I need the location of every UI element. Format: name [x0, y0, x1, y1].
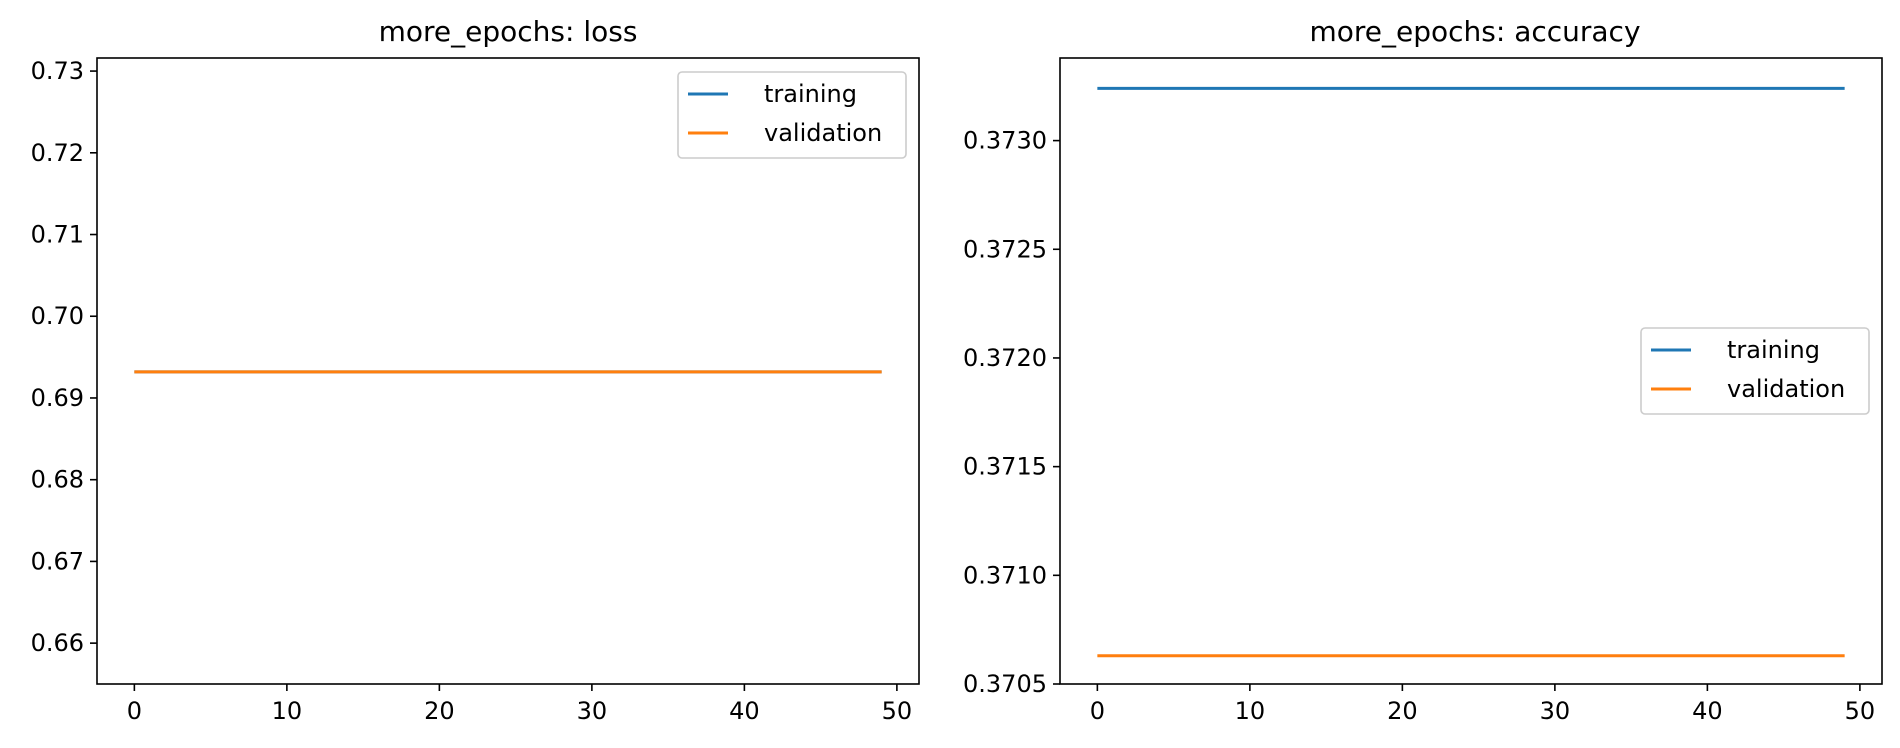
loss-y-tick-label: 0.67	[31, 547, 84, 575]
loss-plot-area: 0 10 20 30 40 50 0.66 0.67 0.68 0.69 0.70 0.71 0.72 0…	[31, 57, 920, 725]
accuracy-legend: training validation	[1640, 327, 1870, 415]
accuracy-x-tick-label: 0	[1090, 697, 1105, 725]
accuracy-y-tick-label: 0.3715	[963, 453, 1047, 481]
loss-y-tick-label: 0.73	[31, 57, 84, 85]
loss-y-tick-label: 0.68	[31, 466, 84, 494]
loss-y-tick-label: 0.70	[31, 302, 84, 330]
accuracy-y-tick-label: 0.3730	[963, 127, 1047, 155]
loss-legend-box	[677, 71, 907, 159]
loss-x-tick-label: 40	[729, 697, 760, 725]
loss-x-tick-label: 20	[424, 697, 455, 725]
accuracy-x-tick-label: 40	[1692, 697, 1723, 725]
accuracy-plot-area: 0 10 20 30 40 50 0.3705 0.3710 0.3715 0.3720 0.372…	[963, 57, 1883, 725]
accuracy-axes-frame	[1059, 57, 1883, 685]
loss-chart-title: more_epochs: loss	[379, 15, 638, 48]
loss-x-tick-label: 50	[882, 697, 913, 725]
accuracy-chart-title: more_epochs: accuracy	[1309, 15, 1640, 48]
accuracy-y-tick-label: 0.3710	[963, 561, 1047, 589]
loss-panel: more_epochs: loss 0 10 20 30 40 50 0.66 0.67 0.6…	[31, 15, 920, 725]
loss-y-tick-label: 0.66	[31, 629, 84, 657]
loss-x-tick-label: 0	[127, 697, 142, 725]
loss-legend-label-training: training	[764, 80, 857, 108]
accuracy-x-tick-label: 30	[1540, 697, 1571, 725]
accuracy-legend-label-training: training	[1727, 336, 1820, 364]
loss-legend: training validation	[677, 71, 907, 159]
loss-y-tick-label: 0.72	[31, 139, 84, 167]
accuracy-y-tick-label: 0.3720	[963, 344, 1047, 372]
loss-x-tick-label: 30	[577, 697, 608, 725]
accuracy-y-tick-label: 0.3725	[963, 235, 1047, 263]
loss-axes-frame	[96, 57, 920, 685]
accuracy-x-tick-label: 50	[1845, 697, 1876, 725]
accuracy-legend-label-validation: validation	[1727, 375, 1845, 403]
accuracy-y-tick-label: 0.3705	[963, 670, 1047, 698]
accuracy-legend-box	[1640, 327, 1870, 415]
loss-legend-label-validation: validation	[764, 119, 882, 147]
accuracy-x-tick-label: 10	[1235, 697, 1266, 725]
loss-y-tick-label: 0.69	[31, 384, 84, 412]
accuracy-x-tick-label: 20	[1387, 697, 1418, 725]
loss-y-tick-label: 0.71	[31, 221, 84, 249]
loss-x-tick-label: 10	[272, 697, 303, 725]
accuracy-panel: more_epochs: accuracy 0 10 20 30 40 500.37050…	[963, 15, 1883, 725]
